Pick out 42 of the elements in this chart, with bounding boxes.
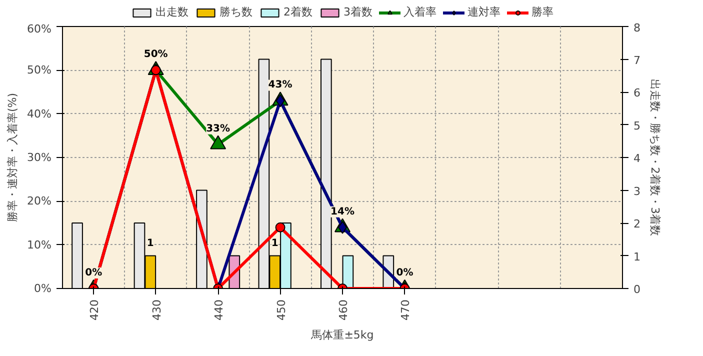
data-label: 1 — [271, 238, 278, 249]
y2-tick-label: 6 — [634, 86, 640, 100]
point — [276, 94, 285, 108]
y-tick-label: 50% — [27, 64, 52, 77]
y2-tick-label: 0 — [634, 283, 640, 296]
legend-label: 連対率 — [468, 4, 500, 20]
y2-tick-label: 4 — [634, 152, 640, 165]
legend-label: 2着数 — [284, 4, 312, 20]
legend-label: 勝率 — [532, 4, 554, 20]
y-axis-title: 勝率・連対率・入着率(%) — [6, 92, 20, 222]
data-label: 43% — [268, 80, 292, 91]
y2-tick-label: 5 — [634, 119, 640, 132]
y-tick-label: 10% — [27, 238, 52, 252]
x-tick-label: 460 — [337, 299, 350, 320]
legend-label: 勝ち数 — [220, 4, 252, 20]
x-tick-label: 440 — [212, 299, 226, 320]
data-label: 1 — [146, 238, 154, 249]
y2-tick-label: 8 — [634, 22, 640, 34]
data-label: 14% — [330, 206, 354, 218]
data-label: 33% — [206, 123, 230, 134]
y-tick-label: 40% — [27, 107, 52, 120]
y-tick-label: 60% — [27, 22, 52, 36]
y2-tick-label: 3 — [634, 184, 640, 198]
y-tick-label: 30% — [27, 151, 52, 164]
point — [210, 135, 226, 150]
y-tick-label: 0% — [34, 282, 52, 295]
y2-axis-title: 出走数・勝ち数・2着数・3着数 — [648, 79, 662, 236]
legend-label: 3着数 — [344, 4, 372, 20]
x-tick-label: 420 — [88, 299, 102, 320]
x-tick-label: 430 — [150, 299, 164, 320]
data-label: 50% — [144, 49, 168, 60]
legend-label: 出走数 — [156, 4, 188, 20]
data-label: 0% — [396, 268, 414, 278]
y2-tick-label: 2 — [634, 218, 640, 230]
data-label: 0% — [85, 268, 102, 278]
x-tick-label: 470 — [399, 299, 412, 320]
y2-tick-label: 1 — [634, 250, 640, 264]
x-tick-label: 450 — [274, 299, 288, 320]
x-axis-title: 馬体重±5kg — [310, 328, 374, 342]
y-tick-label: 20% — [27, 194, 52, 208]
legend-label: 入着率 — [404, 4, 436, 20]
y2-tick-label: 7 — [634, 54, 640, 67]
